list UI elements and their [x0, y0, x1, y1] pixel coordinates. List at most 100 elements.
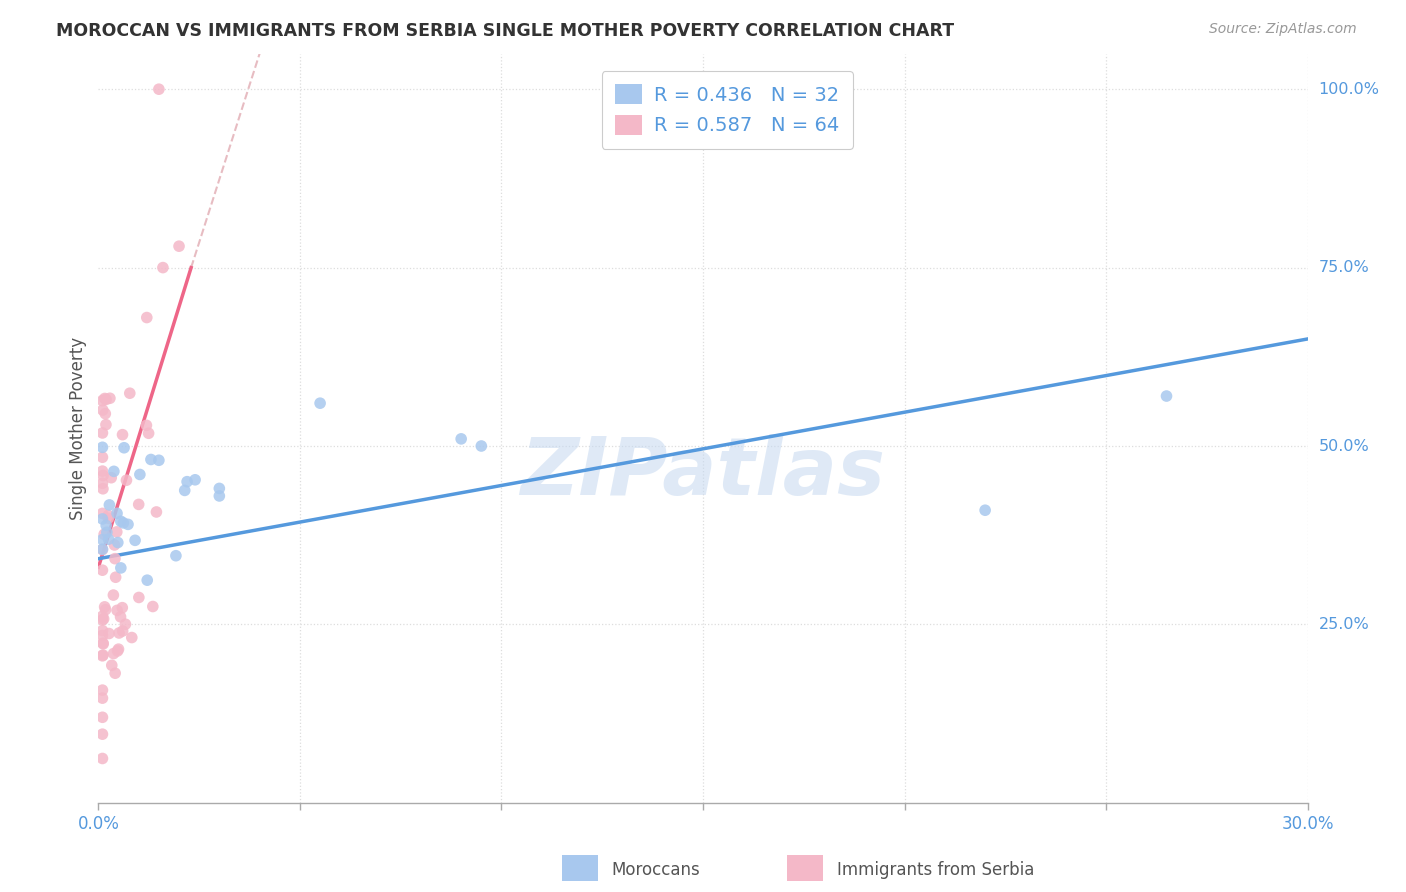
Point — [107, 535, 129, 549]
Point — [91, 710, 114, 724]
Point — [111, 600, 134, 615]
Point — [124, 533, 146, 548]
Point — [110, 561, 132, 575]
Point — [96, 518, 118, 533]
Point — [91, 683, 114, 698]
Point — [1156, 389, 1178, 403]
Point — [108, 626, 131, 640]
Point — [91, 542, 114, 557]
Point — [148, 82, 170, 96]
Point — [208, 482, 231, 496]
Point — [91, 403, 114, 417]
Point — [111, 427, 134, 442]
Point — [94, 417, 117, 432]
Legend: R = 0.436   N = 32, R = 0.587   N = 64: R = 0.436 N = 32, R = 0.587 N = 64 — [602, 70, 853, 149]
Point — [91, 468, 114, 483]
Point — [145, 505, 167, 519]
Text: 50.0%: 50.0% — [1319, 439, 1369, 453]
Point — [91, 691, 114, 706]
Point — [107, 642, 129, 657]
Point — [470, 439, 492, 453]
Point — [105, 507, 128, 521]
Point — [93, 599, 115, 614]
Point — [93, 527, 115, 541]
Point — [97, 626, 120, 640]
Point — [103, 464, 125, 478]
Point — [115, 473, 138, 487]
Point — [91, 636, 114, 650]
Point — [105, 603, 128, 617]
Point — [112, 516, 135, 530]
Point — [450, 432, 472, 446]
Point — [139, 452, 162, 467]
Point — [94, 392, 117, 407]
Point — [91, 507, 114, 521]
Point — [173, 483, 195, 498]
Point — [91, 637, 114, 651]
Point — [103, 588, 125, 602]
Point — [118, 386, 141, 401]
Point — [91, 533, 114, 547]
Point — [91, 609, 114, 624]
Point — [103, 647, 125, 661]
Text: Moroccans: Moroccans — [612, 861, 700, 879]
Point — [100, 471, 122, 485]
Point — [114, 617, 136, 632]
Text: 25.0%: 25.0% — [1319, 617, 1369, 632]
Point — [91, 628, 114, 642]
Point — [110, 514, 132, 528]
Point — [91, 727, 114, 741]
Point — [148, 453, 170, 467]
Point — [112, 441, 135, 455]
Point — [91, 393, 114, 408]
Point — [117, 517, 139, 532]
Point — [93, 392, 115, 406]
Point — [105, 524, 128, 539]
Point — [91, 542, 114, 557]
Point — [91, 450, 114, 465]
Y-axis label: Single Mother Poverty: Single Mother Poverty — [69, 336, 87, 520]
Point — [91, 464, 114, 478]
Point — [97, 511, 120, 525]
Point — [135, 418, 157, 433]
Point — [128, 591, 150, 605]
Point — [97, 508, 120, 523]
Point — [91, 613, 114, 627]
Point — [91, 512, 114, 526]
Point — [142, 599, 165, 614]
Point — [94, 602, 117, 616]
Point — [91, 648, 114, 662]
Point — [184, 473, 207, 487]
Text: 100.0%: 100.0% — [1319, 82, 1379, 96]
Point — [98, 498, 121, 512]
Point — [128, 497, 150, 511]
Text: Source: ZipAtlas.com: Source: ZipAtlas.com — [1209, 22, 1357, 37]
Point — [98, 391, 121, 405]
Point — [91, 425, 114, 440]
Point — [91, 624, 114, 638]
Point — [96, 525, 118, 540]
Point — [176, 475, 198, 489]
Point — [111, 624, 134, 638]
Point — [104, 551, 127, 566]
Point — [101, 658, 124, 673]
Point — [208, 489, 231, 503]
Point — [121, 631, 143, 645]
Text: 75.0%: 75.0% — [1319, 260, 1369, 275]
Point — [91, 476, 114, 491]
Point — [97, 533, 120, 547]
Point — [93, 612, 115, 626]
Point — [128, 467, 150, 482]
Point — [103, 538, 125, 552]
Point — [152, 260, 174, 275]
Point — [107, 644, 129, 658]
Point — [136, 573, 159, 587]
Point — [91, 648, 114, 663]
Text: ZIPatlas: ZIPatlas — [520, 434, 886, 512]
Point — [138, 426, 160, 441]
Point — [104, 666, 127, 681]
Point — [91, 482, 114, 496]
Point — [110, 609, 132, 624]
Point — [135, 310, 157, 325]
Text: Immigrants from Serbia: Immigrants from Serbia — [837, 861, 1033, 879]
